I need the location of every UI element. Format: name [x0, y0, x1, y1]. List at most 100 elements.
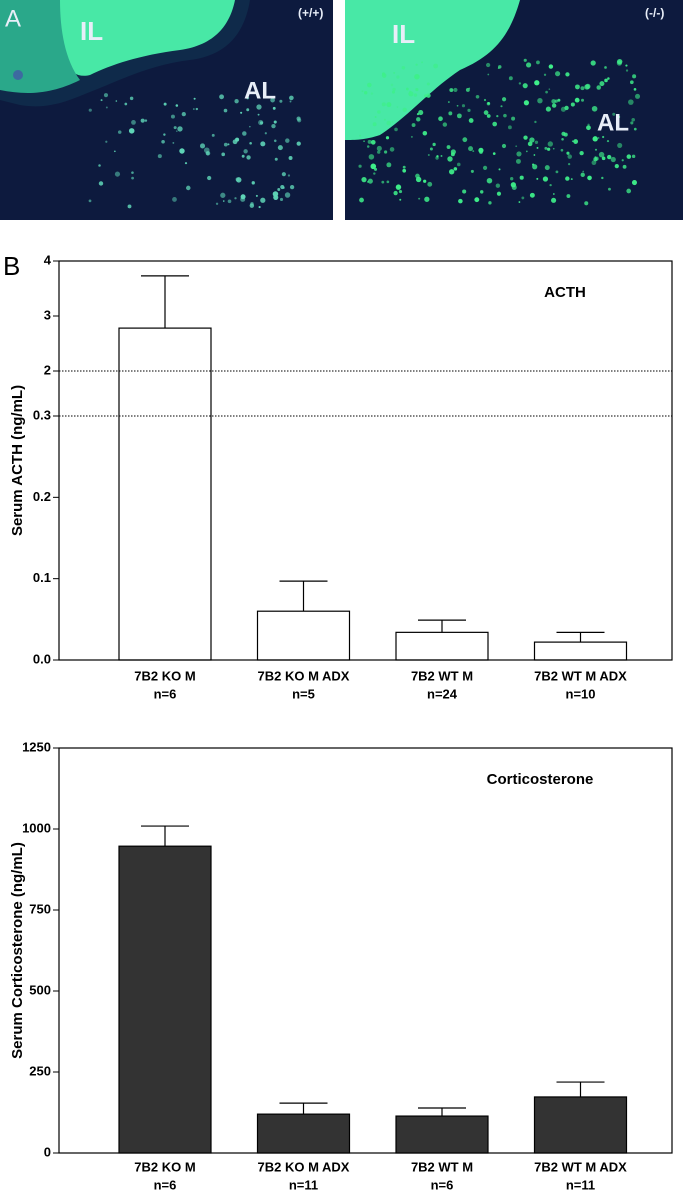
fluorescent-spot [462, 189, 467, 194]
fluorescent-spot [519, 175, 524, 180]
fluorescent-spot [542, 176, 549, 182]
fluorescent-spot [453, 167, 458, 171]
fluorescent-spot [366, 145, 370, 148]
fluorescent-spot [115, 100, 118, 102]
fluorescent-spot [415, 88, 419, 92]
bar [395, 631, 489, 661]
fluorescent-spot [381, 72, 386, 76]
fluorescent-spot [284, 192, 291, 198]
fluorescent-spot [482, 165, 488, 170]
fluorescent-spot [260, 197, 266, 203]
fluorescent-spot [575, 84, 580, 90]
fluorescent-spot [98, 164, 101, 167]
fluorescent-spot [418, 110, 424, 116]
fluorescent-spot [597, 137, 600, 139]
fluorescent-spot [544, 146, 548, 150]
fluorescent-spot [289, 95, 294, 101]
fluorescent-spot [363, 91, 368, 95]
fluorescent-spot [601, 156, 606, 161]
fluorescent-spot [487, 73, 490, 76]
fluorescent-spot [100, 99, 103, 102]
fluorescent-spot [273, 120, 277, 124]
fluorescent-spot [534, 80, 540, 86]
fluorescent-spot [438, 116, 443, 122]
fluorescent-spot [507, 125, 512, 130]
lobe-label: AL [244, 77, 276, 104]
chart-title: ACTH [544, 284, 586, 301]
y-tick-label: 0.2 [33, 489, 51, 504]
fluorescent-spot [270, 97, 275, 103]
fluorescent-spot [361, 177, 367, 183]
fluorescent-spot [486, 177, 493, 184]
fluorescent-spot [635, 93, 641, 99]
fluorescent-spot [207, 175, 212, 181]
fluorescent-spot [88, 199, 92, 203]
fluorescent-spot [402, 107, 407, 113]
fluorescent-spot [523, 135, 528, 140]
fluorescent-spot [296, 116, 301, 121]
fluorescent-spot [184, 162, 188, 165]
fluorescent-spot [522, 83, 528, 89]
fluorescent-spot [223, 108, 228, 113]
fluorescent-spot [243, 149, 248, 154]
fluorescent-spot [449, 88, 454, 93]
fluorescent-spot [192, 108, 195, 110]
x-tick-label: 7B2 WT M [411, 1159, 473, 1174]
fluorescent-spot [607, 154, 612, 160]
fluorescent-spot [234, 99, 239, 104]
fluorescent-spot [260, 141, 266, 147]
fluorescent-spot [131, 119, 136, 125]
fluorescent-spot [500, 105, 503, 108]
fluorescent-spot [503, 113, 507, 118]
fluorescent-spot [607, 77, 610, 80]
fluorescent-spot [277, 145, 283, 151]
fluorescent-spot [105, 106, 108, 109]
fluorescent-spot [447, 101, 450, 103]
fluorescent-spot [287, 174, 291, 177]
fluorescent-spot [272, 106, 276, 110]
fluorescent-spot [114, 150, 116, 153]
y-tick-label: 0.1 [33, 570, 51, 585]
bar [256, 610, 351, 661]
fluorescent-spot [547, 147, 551, 151]
fluorescent-spot [496, 191, 502, 196]
x-tick-label: 7B2 KO M [134, 1159, 195, 1174]
fluorescent-spot [370, 163, 377, 170]
fluorescent-spot [367, 178, 373, 184]
fluorescent-spot [370, 139, 376, 145]
n-label: n=6 [431, 1177, 454, 1192]
fluorescent-spot [547, 141, 553, 147]
fluorescent-spot [468, 118, 474, 123]
x-tick-label: 7B2 WT M [411, 668, 473, 683]
fluorescent-spot [399, 198, 402, 201]
fluorescent-spot [486, 62, 491, 68]
fluorescent-spot [633, 88, 637, 91]
fluorescent-spot [594, 148, 598, 151]
fluorescent-spot [516, 151, 522, 157]
fluorescent-spot [483, 110, 489, 115]
fluorescent-spot [448, 111, 453, 116]
fluorescent-spot [221, 152, 226, 157]
micrograph-ko [345, 0, 683, 220]
fluorescent-spot [398, 189, 403, 194]
fluorescent-spot [633, 127, 637, 131]
fluorescent-spot [581, 98, 585, 102]
fluorescent-spot [219, 94, 225, 100]
fluorescent-spot [523, 58, 527, 62]
fluorescent-spot [510, 177, 514, 181]
fluorescent-spot [461, 104, 466, 108]
fluorescent-spot [359, 134, 361, 137]
fluorescent-spot [604, 66, 607, 69]
fluorescent-spot [474, 197, 480, 203]
fluorescent-spot [131, 171, 134, 174]
fluorescent-spot [492, 121, 498, 127]
fluorescent-spot [518, 82, 522, 85]
fluorescent-spot [242, 131, 247, 136]
fluorescent-spot [478, 147, 484, 153]
fluorescent-spot [534, 120, 537, 124]
fluorescent-spot [590, 60, 596, 66]
fluorescent-spot [631, 180, 638, 186]
fluorescent-spot [582, 170, 585, 173]
fluorescent-spot [616, 60, 623, 66]
fluorescent-spot [496, 115, 499, 118]
